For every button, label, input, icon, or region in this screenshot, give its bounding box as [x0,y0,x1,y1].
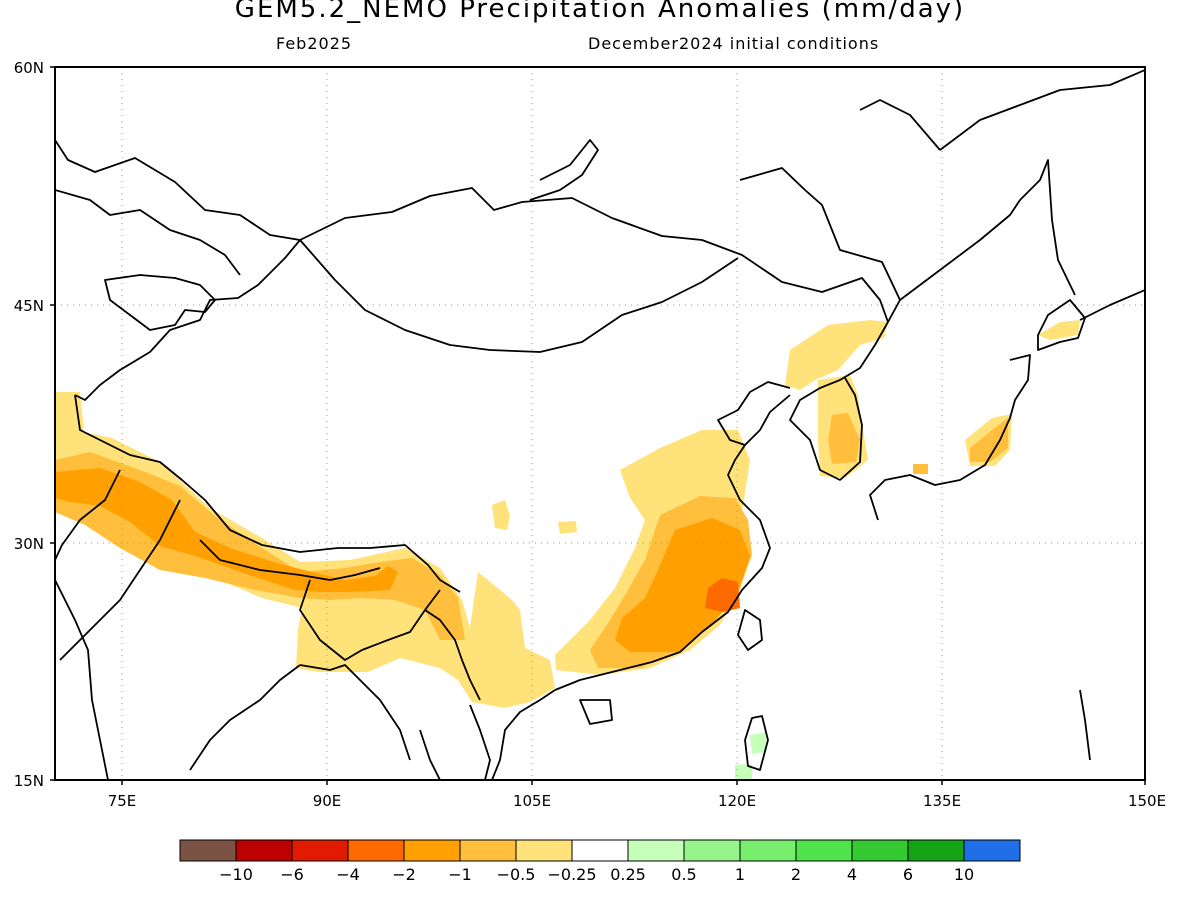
legend-label: 6 [903,865,913,884]
tibet-cell-2 [558,521,577,534]
legend-swatch [627,839,685,862]
legend-swatch [907,839,965,862]
shikoku-dry [913,464,928,474]
legend-swatch [683,839,741,862]
legend-swatch [235,839,293,862]
central-japan-dry-core [970,418,1008,462]
legend-label: −6 [280,865,304,884]
legend-label: −0.25 [547,865,596,884]
x-tick-label: 75E [108,792,137,810]
x-tick-label: 105E [513,792,551,810]
x-axis-labels: 75E 90E 105E 120E 135E 150E [108,792,1166,810]
y-tick-label: 15N [14,772,44,790]
plot-frame [54,66,1146,781]
taiwan-wet [735,732,766,780]
legend-swatch [795,839,853,862]
x-tick-label: 150E [1128,792,1166,810]
legend-label: 0.5 [671,865,696,884]
fujian-coast-dry [705,578,740,612]
gridlines [55,67,1145,780]
legend-swatch [739,839,797,862]
hokkaido-dry [1038,320,1080,340]
x-tick-label: 120E [718,792,756,810]
y-tick-label: 45N [14,297,44,315]
legend-swatch [963,839,1021,862]
legend-swatch [347,839,405,862]
y-axis-labels: 60N 45N 30N 15N [14,59,44,790]
tibet-cell-1 [492,500,510,530]
legend-label: 1 [735,865,745,884]
x-tick-label: 135E [923,792,961,810]
y-tick-label: 30N [14,535,44,553]
legend-swatch [459,839,517,862]
legend-label: 2 [791,865,801,884]
legend-label: 10 [954,865,974,884]
tick-marks [50,66,1146,785]
coastlines-and-borders [55,69,1145,780]
x-tick-label: 90E [313,792,342,810]
legend-label: −1 [448,865,472,884]
legend-label: 4 [847,865,857,884]
legend-label: −4 [336,865,360,884]
legend-swatch [571,839,629,862]
nepal-himalaya-dry [55,468,398,592]
ne-china-dry [785,320,888,390]
legend-label: −10 [219,865,253,884]
legend-swatch [291,839,349,862]
legend-swatch [403,839,461,862]
legend-swatch [851,839,909,862]
legend-label: 0.25 [610,865,646,884]
legend-swatch [179,839,237,862]
korea-dry-core [828,413,860,464]
south-china-dry [615,518,750,652]
y-tick-label: 60N [14,59,44,77]
legend-label: −0.5 [497,865,536,884]
legend-swatch [515,839,573,862]
valid-month-label: Feb2025 [276,34,353,53]
initial-conditions-label: December2024 initial conditions [588,34,880,53]
map-title: GEM5.2_NEMO Precipitation Anomalies (mm/… [234,0,966,24]
legend-label: −2 [392,865,416,884]
color-legend: −10 −6 −4 −2 −1 −0.5 −0.25 0.25 0.5 1 2 4 6 10 [179,839,1021,884]
western-himalaya-dry [55,392,555,708]
